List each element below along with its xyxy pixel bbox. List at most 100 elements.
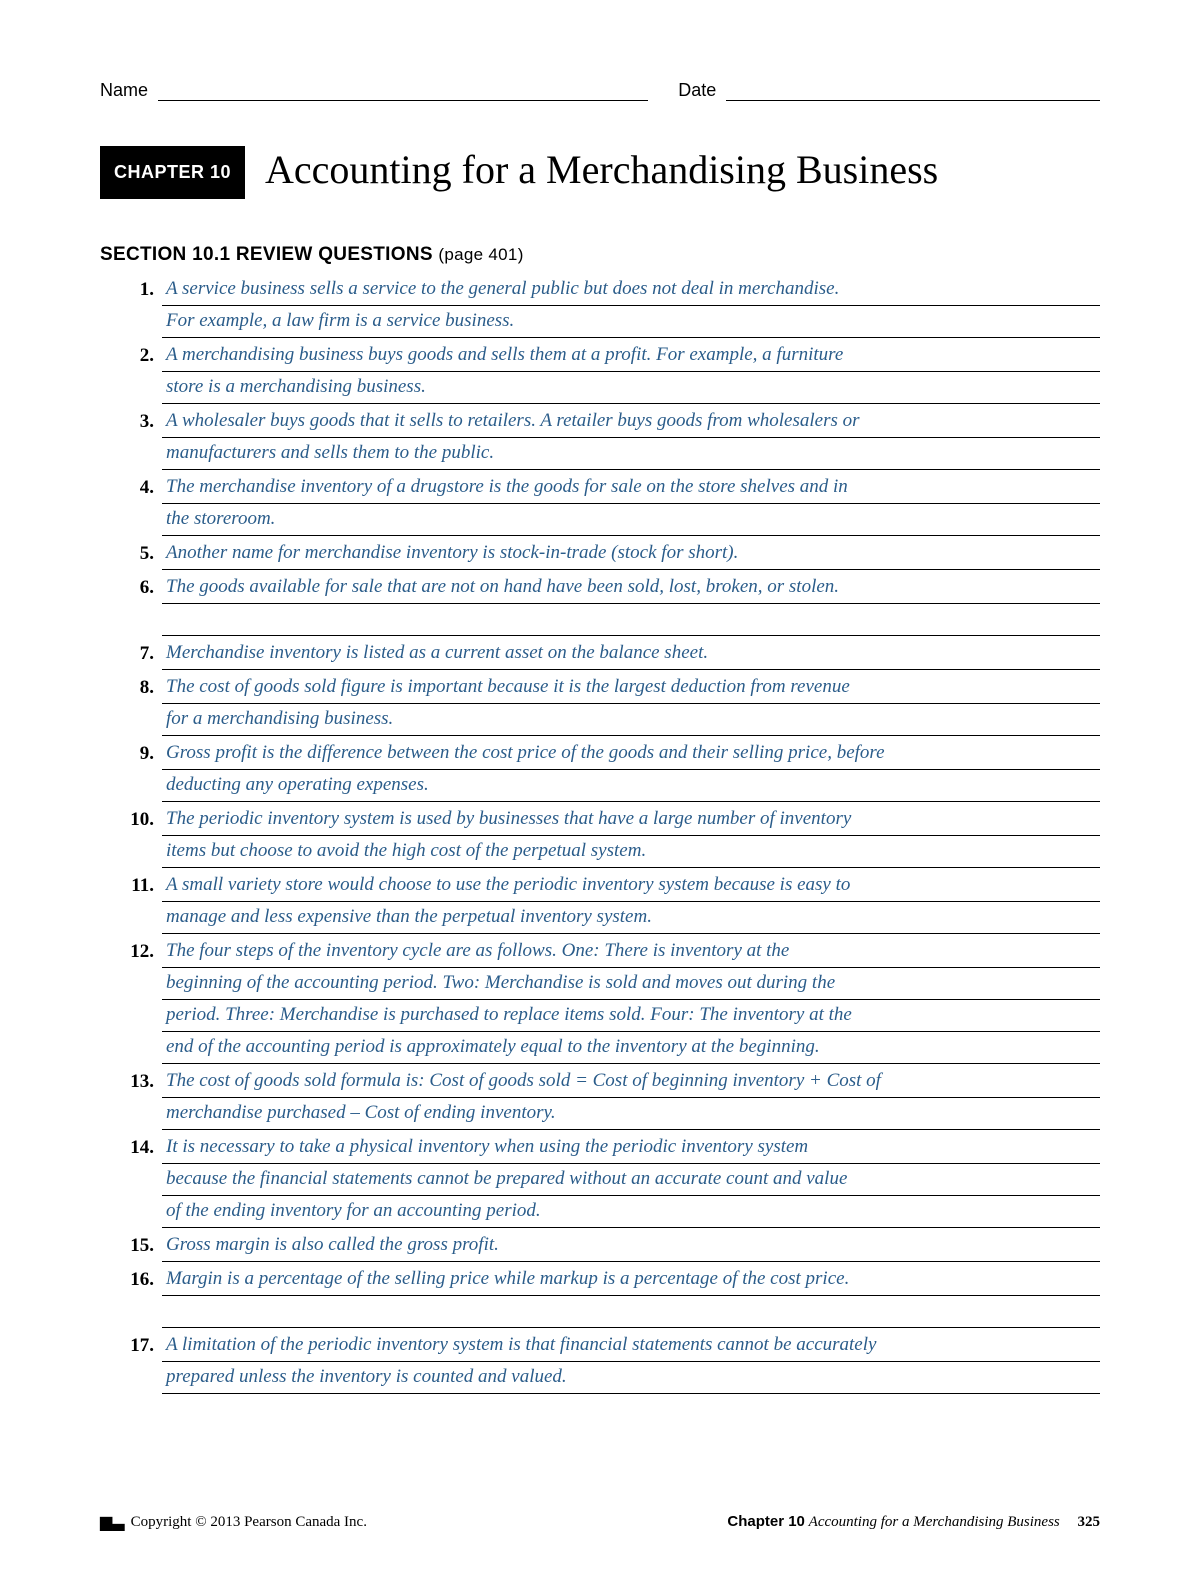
date-field: Date	[678, 80, 1100, 101]
question-row: 17.A limitation of the periodic inventor…	[130, 1330, 1100, 1394]
question-number: 12.	[130, 936, 162, 968]
question-row: 16.Margin is a percentage of the selling…	[130, 1264, 1100, 1328]
answer-line[interactable]: deducting any operating expenses.	[162, 770, 1100, 802]
footer-chapter-title: Accounting for a Merchandising Business	[809, 1514, 1060, 1530]
question-number: 5.	[130, 538, 162, 570]
answer-line[interactable]: Gross profit is the difference between t…	[162, 738, 1100, 770]
answer-line[interactable]: of the ending inventory for an accountin…	[162, 1196, 1100, 1228]
question-row: 8.The cost of goods sold figure is impor…	[130, 672, 1100, 736]
answer-line[interactable]: merchandise purchased – Cost of ending i…	[162, 1098, 1100, 1130]
answer-line[interactable]: manufacturers and sells them to the publ…	[162, 438, 1100, 470]
question-number: 10.	[130, 804, 162, 836]
question-lines: The cost of goods sold figure is importa…	[162, 672, 1100, 736]
answer-line[interactable]: beginning of the accounting period. Two:…	[162, 968, 1100, 1000]
title-row: CHAPTER 10 Accounting for a Merchandisin…	[100, 146, 1100, 199]
answer-line[interactable]: It is necessary to take a physical inven…	[162, 1132, 1100, 1164]
question-number: 16.	[130, 1264, 162, 1296]
question-lines: Margin is a percentage of the selling pr…	[162, 1264, 1100, 1328]
question-row: 9.Gross profit is the difference between…	[130, 738, 1100, 802]
question-row: 14.It is necessary to take a physical in…	[130, 1132, 1100, 1228]
answer-line[interactable]: The cost of goods sold formula is: Cost …	[162, 1066, 1100, 1098]
answer-line[interactable]: Margin is a percentage of the selling pr…	[162, 1264, 1100, 1296]
question-row: 4.The merchandise inventory of a drugsto…	[130, 472, 1100, 536]
question-row: 13.The cost of goods sold formula is: Co…	[130, 1066, 1100, 1130]
footer-left: ▆▃ Copyright © 2013 Pearson Canada Inc.	[100, 1512, 367, 1532]
section-heading: SECTION 10.1 REVIEW QUESTIONS (page 401)	[100, 244, 1100, 266]
question-number: 8.	[130, 672, 162, 704]
question-number: 15.	[130, 1230, 162, 1262]
answer-line[interactable]: A small variety store would choose to us…	[162, 870, 1100, 902]
answer-line[interactable]	[162, 604, 1100, 636]
question-lines: The goods available for sale that are no…	[162, 572, 1100, 636]
answer-line[interactable]: A service business sells a service to th…	[162, 274, 1100, 306]
question-number: 6.	[130, 572, 162, 604]
questions-list: 1.A service business sells a service to …	[100, 274, 1100, 1394]
question-lines: A small variety store would choose to us…	[162, 870, 1100, 934]
answer-line[interactable]: prepared unless the inventory is counted…	[162, 1362, 1100, 1394]
answer-line[interactable]: manage and less expensive than the perpe…	[162, 902, 1100, 934]
answer-line[interactable]: Another name for merchandise inventory i…	[162, 538, 1100, 570]
question-row: 10.The periodic inventory system is used…	[130, 804, 1100, 868]
chapter-badge: CHAPTER 10	[100, 146, 245, 199]
question-lines: The merchandise inventory of a drugstore…	[162, 472, 1100, 536]
question-number: 2.	[130, 340, 162, 372]
answer-line[interactable]: The four steps of the inventory cycle ar…	[162, 936, 1100, 968]
name-blank-line[interactable]	[158, 100, 648, 101]
date-blank-line[interactable]	[726, 100, 1100, 101]
answer-line[interactable]: Gross margin is also called the gross pr…	[162, 1230, 1100, 1262]
question-number: 11.	[130, 870, 162, 902]
question-lines: Gross profit is the difference between t…	[162, 738, 1100, 802]
answer-line[interactable]: because the financial statements cannot …	[162, 1164, 1100, 1196]
question-row: 7.Merchandise inventory is listed as a c…	[130, 638, 1100, 670]
answer-line[interactable]: The goods available for sale that are no…	[162, 572, 1100, 604]
answer-line[interactable]: Merchandise inventory is listed as a cur…	[162, 638, 1100, 670]
publisher-logo-icon: ▆▃	[100, 1512, 125, 1532]
answer-line[interactable]: The periodic inventory system is used by…	[162, 804, 1100, 836]
question-row: 15.Gross margin is also called the gross…	[130, 1230, 1100, 1262]
question-row: 3.A wholesaler buys goods that it sells …	[130, 406, 1100, 470]
answer-line[interactable]: items but choose to avoid the high cost …	[162, 836, 1100, 868]
footer-right: Chapter 10 Accounting for a Merchandisin…	[727, 1513, 1100, 1531]
footer-chapter-label: Chapter 10	[727, 1513, 805, 1530]
header-row: Name Date	[100, 80, 1100, 101]
question-lines: A service business sells a service to th…	[162, 274, 1100, 338]
question-row: 11.A small variety store would choose to…	[130, 870, 1100, 934]
answer-line[interactable]: For example, a law firm is a service bus…	[162, 306, 1100, 338]
answer-line[interactable]: A wholesaler buys goods that it sells to…	[162, 406, 1100, 438]
name-field: Name	[100, 80, 648, 101]
name-label: Name	[100, 80, 148, 101]
answer-line[interactable]: A merchandising business buys goods and …	[162, 340, 1100, 372]
footer-page-number: 325	[1078, 1514, 1101, 1530]
question-lines: A limitation of the periodic inventory s…	[162, 1330, 1100, 1394]
question-number: 7.	[130, 638, 162, 670]
question-number: 4.	[130, 472, 162, 504]
answer-line[interactable]: The cost of goods sold figure is importa…	[162, 672, 1100, 704]
page-title: Accounting for a Merchandising Business	[265, 146, 938, 194]
answer-line[interactable]	[162, 1296, 1100, 1328]
question-row: 12.The four steps of the inventory cycle…	[130, 936, 1100, 1064]
page-footer: ▆▃ Copyright © 2013 Pearson Canada Inc. …	[100, 1512, 1100, 1532]
question-lines: The four steps of the inventory cycle ar…	[162, 936, 1100, 1064]
answer-line[interactable]: A limitation of the periodic inventory s…	[162, 1330, 1100, 1362]
answer-line[interactable]: The merchandise inventory of a drugstore…	[162, 472, 1100, 504]
answer-line[interactable]: end of the accounting period is approxim…	[162, 1032, 1100, 1064]
question-lines: A wholesaler buys goods that it sells to…	[162, 406, 1100, 470]
question-row: 1.A service business sells a service to …	[130, 274, 1100, 338]
answer-line[interactable]: store is a merchandising business.	[162, 372, 1100, 404]
question-number: 14.	[130, 1132, 162, 1164]
answer-line[interactable]: period. Three: Merchandise is purchased …	[162, 1000, 1100, 1032]
date-label: Date	[678, 80, 716, 101]
answer-line[interactable]: for a merchandising business.	[162, 704, 1100, 736]
question-lines: A merchandising business buys goods and …	[162, 340, 1100, 404]
question-number: 3.	[130, 406, 162, 438]
question-lines: The periodic inventory system is used by…	[162, 804, 1100, 868]
question-number: 17.	[130, 1330, 162, 1362]
question-lines: Gross margin is also called the gross pr…	[162, 1230, 1100, 1262]
section-page-ref: (page 401)	[438, 245, 523, 264]
answer-line[interactable]: the storeroom.	[162, 504, 1100, 536]
question-row: 6.The goods available for sale that are …	[130, 572, 1100, 636]
question-lines: The cost of goods sold formula is: Cost …	[162, 1066, 1100, 1130]
question-row: 2.A merchandising business buys goods an…	[130, 340, 1100, 404]
question-number: 9.	[130, 738, 162, 770]
question-lines: It is necessary to take a physical inven…	[162, 1132, 1100, 1228]
